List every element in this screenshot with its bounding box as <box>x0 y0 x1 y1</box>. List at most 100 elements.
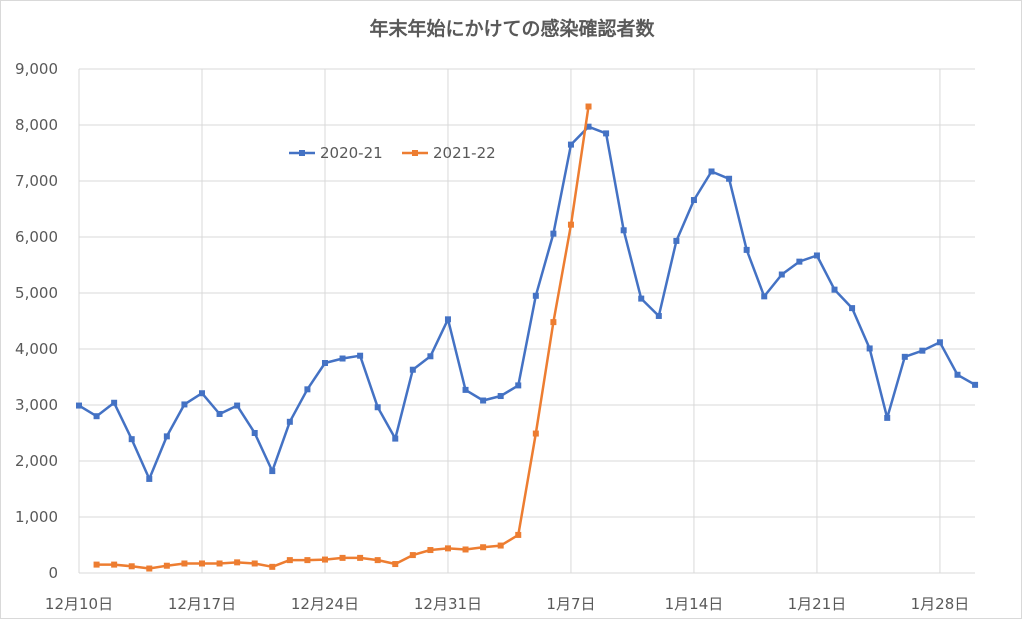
series-line <box>96 106 590 570</box>
data-point <box>76 402 82 409</box>
data-point <box>480 544 487 551</box>
data-point <box>93 413 100 420</box>
data-point <box>673 237 680 244</box>
y-tick-label: 0 <box>48 564 58 582</box>
data-point <box>972 381 979 388</box>
legend-label: 2020-21 <box>320 144 383 162</box>
x-tick-label: 1月7日 <box>546 595 595 613</box>
data-point <box>181 560 188 567</box>
x-tick-label: 1月28日 <box>911 595 970 613</box>
series-2021-22 <box>93 103 592 572</box>
legend: 2020-21 2021-22 <box>289 144 496 162</box>
x-tick-label: 12月24日 <box>291 595 359 613</box>
data-point <box>128 436 135 443</box>
data-point <box>585 123 592 130</box>
data-point <box>796 258 803 265</box>
data-point <box>357 352 364 359</box>
series-2020-21 <box>76 123 979 482</box>
data-point <box>269 563 276 570</box>
y-tick-label: 4,000 <box>15 340 58 358</box>
data-point <box>339 554 346 561</box>
gridlines <box>78 68 975 574</box>
data-point <box>620 227 627 234</box>
data-point <box>216 410 223 417</box>
data-point <box>831 286 838 293</box>
data-point <box>444 545 451 552</box>
data-point <box>111 561 118 568</box>
x-tick-label: 1月14日 <box>665 595 724 613</box>
data-point <box>357 554 364 561</box>
data-point <box>550 230 557 237</box>
x-tick-label: 1月21日 <box>788 595 847 613</box>
data-point <box>444 316 451 323</box>
data-point <box>849 305 856 312</box>
data-point <box>304 386 311 393</box>
data-point <box>111 399 118 406</box>
y-tick-label: 6,000 <box>15 228 58 246</box>
data-point <box>163 562 170 569</box>
data-point <box>321 360 328 366</box>
data-point <box>234 559 241 566</box>
y-tick-label: 9,000 <box>15 60 58 78</box>
data-point <box>515 382 522 389</box>
data-point <box>655 312 662 319</box>
y-tick-label: 1,000 <box>15 508 58 526</box>
data-point <box>409 552 416 559</box>
data-point <box>603 130 610 137</box>
data-point <box>251 430 258 436</box>
data-point <box>532 430 539 437</box>
data-point <box>480 397 487 404</box>
legend-swatch-marker <box>299 150 305 156</box>
data-point <box>409 366 416 373</box>
data-point <box>374 404 381 411</box>
x-tick-label: 12月10日 <box>45 595 113 613</box>
series-layer <box>76 103 979 572</box>
data-point <box>321 556 328 563</box>
series-line <box>78 125 976 481</box>
x-tick-label: 12月17日 <box>168 595 236 613</box>
legend-label: 2021-22 <box>433 144 496 162</box>
legend-swatch-marker <box>412 150 418 156</box>
data-point <box>392 435 399 442</box>
data-point <box>515 531 522 538</box>
data-point <box>198 390 205 397</box>
data-point <box>813 252 820 259</box>
data-point <box>638 295 645 302</box>
y-tick-label: 2,000 <box>15 452 58 470</box>
data-point <box>532 292 539 299</box>
legend-item: 2021-22 <box>402 144 496 162</box>
data-point <box>708 168 715 175</box>
data-point <box>866 345 873 352</box>
data-point <box>936 339 943 346</box>
data-point <box>216 560 223 567</box>
y-tick-label: 5,000 <box>15 284 58 302</box>
data-point <box>550 319 557 326</box>
axes: 0 1,000 2,000 3,000 4,000 5,000 6,000 7,000 8,00… <box>15 60 975 613</box>
y-tick-label: 3,000 <box>15 396 58 414</box>
data-point <box>690 197 697 204</box>
data-point <box>919 347 926 354</box>
data-point <box>146 475 153 482</box>
x-tick-label: 12月31日 <box>414 595 482 613</box>
data-point <box>163 433 170 440</box>
data-point <box>726 175 733 182</box>
data-point <box>954 371 961 378</box>
chart-title: 年末年始にかけての感染確認者数 <box>369 18 655 40</box>
data-point <box>93 561 100 568</box>
data-point <box>567 141 574 148</box>
data-point <box>286 557 293 564</box>
data-point <box>286 418 293 425</box>
data-point <box>251 560 258 567</box>
data-point <box>427 353 434 360</box>
data-point <box>497 393 504 400</box>
data-point <box>884 414 891 421</box>
data-point <box>128 563 135 570</box>
data-point <box>392 561 399 568</box>
data-point <box>761 293 768 300</box>
data-point <box>743 246 750 253</box>
data-point <box>374 557 381 564</box>
data-point <box>462 546 469 553</box>
y-tick-label: 8,000 <box>15 116 58 134</box>
data-point <box>778 271 785 278</box>
